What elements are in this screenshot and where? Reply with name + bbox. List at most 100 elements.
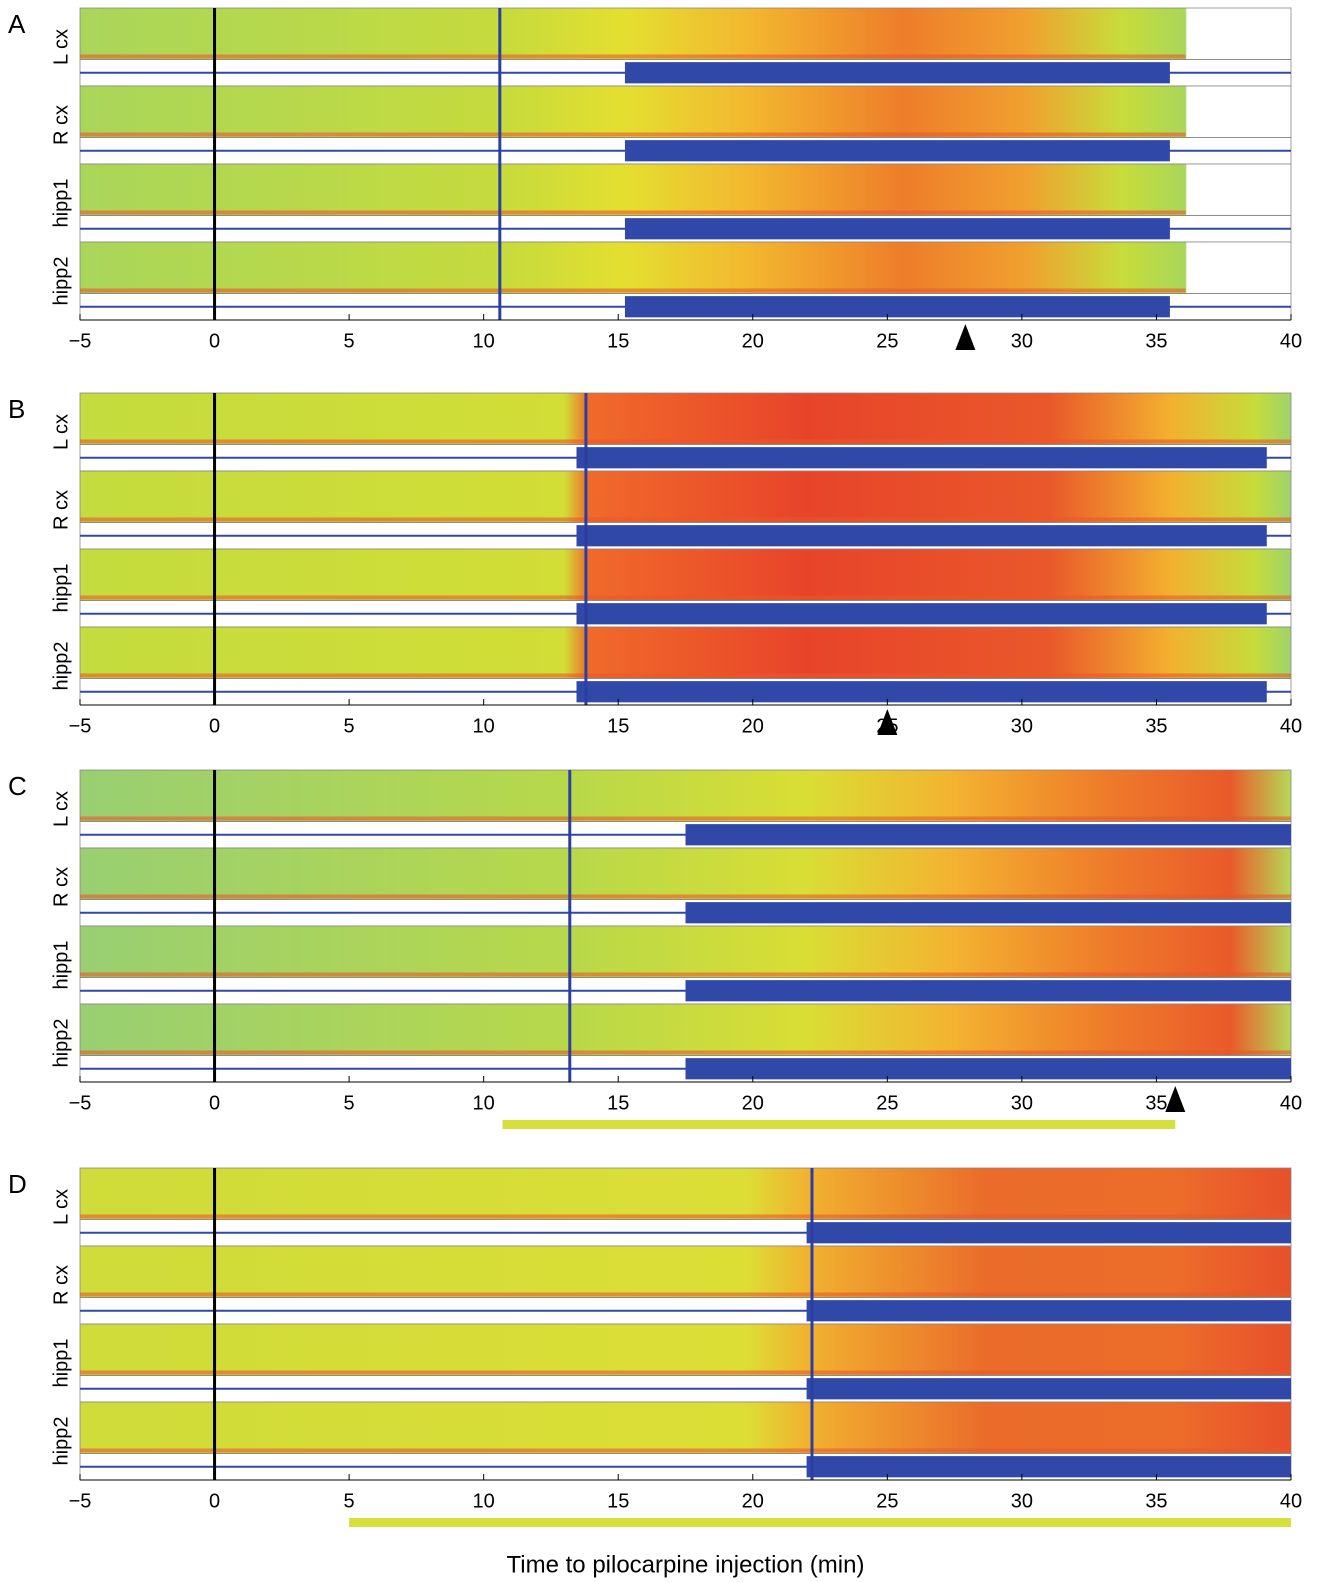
spectrogram-base bbox=[80, 1050, 1291, 1055]
x-tick-label: 25 bbox=[876, 1092, 898, 1114]
arrowhead bbox=[955, 324, 976, 350]
x-tick-label: 40 bbox=[1280, 715, 1302, 737]
eeg-burst bbox=[624, 296, 1170, 318]
x-tick-label: 35 bbox=[1145, 715, 1167, 737]
spectrogram bbox=[79, 163, 1292, 216]
x-tick-label: 10 bbox=[473, 1490, 495, 1512]
x-tick-label: 10 bbox=[473, 715, 495, 737]
eeg-burst bbox=[685, 902, 1291, 924]
panel-label: A bbox=[8, 9, 26, 39]
arrowhead bbox=[877, 709, 898, 735]
channel-label: L cx bbox=[50, 1189, 72, 1225]
panel-label: B bbox=[8, 394, 25, 424]
spectrogram bbox=[79, 85, 1292, 138]
x-tick-label: 20 bbox=[742, 715, 764, 737]
channel-label: hipp1 bbox=[50, 564, 72, 613]
eeg-burst bbox=[624, 62, 1170, 84]
spectrogram bbox=[79, 925, 1292, 978]
eeg-burst bbox=[806, 1222, 1291, 1244]
channel-label: hipp2 bbox=[50, 642, 72, 691]
channel-label: L cx bbox=[50, 414, 72, 450]
x-tick-label: 5 bbox=[344, 1092, 355, 1114]
spectrogram bbox=[79, 769, 1292, 822]
x-tick-label: 40 bbox=[1280, 330, 1302, 352]
x-tick-label: 20 bbox=[742, 1092, 764, 1114]
x-tick-label: 15 bbox=[607, 1490, 629, 1512]
spectrogram bbox=[79, 470, 1292, 523]
x-tick-label: 20 bbox=[742, 330, 764, 352]
x-tick-label: 30 bbox=[1011, 1092, 1033, 1114]
drug-bar bbox=[502, 1120, 1176, 1129]
spectrogram bbox=[79, 241, 1292, 294]
eeg-burst bbox=[624, 140, 1170, 162]
x-tick-label: 10 bbox=[473, 1092, 495, 1114]
spectrogram bbox=[79, 1167, 1292, 1220]
spectrogram bbox=[79, 548, 1292, 601]
spectrogram bbox=[79, 626, 1292, 679]
channel-label: hipp1 bbox=[50, 1339, 72, 1388]
eeg-burst bbox=[576, 525, 1267, 547]
drug-bar bbox=[349, 1518, 1292, 1527]
x-tick-label: 30 bbox=[1011, 1490, 1033, 1512]
spectrogram bbox=[79, 1323, 1292, 1376]
spectrogram-base bbox=[80, 816, 1291, 821]
spectrogram-base bbox=[80, 1292, 1291, 1297]
spectrogram-base bbox=[80, 595, 1291, 600]
spectrogram bbox=[79, 392, 1292, 445]
spectrogram-base bbox=[80, 132, 1186, 137]
x-tick-label: 35 bbox=[1145, 1092, 1167, 1114]
x-tick-label: 5 bbox=[344, 1490, 355, 1512]
channel-label: hipp1 bbox=[50, 941, 72, 990]
x-tick-label: 0 bbox=[209, 715, 220, 737]
x-tick-label: 0 bbox=[209, 1092, 220, 1114]
x-tick-label: 40 bbox=[1280, 1092, 1302, 1114]
spectrogram bbox=[79, 1003, 1292, 1056]
spectrogram-base bbox=[80, 673, 1291, 678]
eeg-burst bbox=[624, 218, 1170, 240]
panel-label: C bbox=[8, 771, 27, 801]
arrowhead bbox=[1165, 1086, 1186, 1112]
x-tick-label: 0 bbox=[209, 1490, 220, 1512]
x-tick-label: 5 bbox=[344, 330, 355, 352]
channel-label: L cx bbox=[50, 791, 72, 827]
x-tick-label: 35 bbox=[1145, 330, 1167, 352]
x-tick-label: 15 bbox=[607, 715, 629, 737]
x-tick-label: 15 bbox=[607, 1092, 629, 1114]
spectrogram-base bbox=[80, 210, 1186, 215]
spectrogram bbox=[79, 7, 1292, 60]
channel-label: hipp2 bbox=[50, 257, 72, 306]
spectrogram-base bbox=[80, 1214, 1291, 1219]
x-tick-label: 40 bbox=[1280, 1490, 1302, 1512]
eeg-burst bbox=[576, 447, 1267, 469]
x-axis-label: Time to pilocarpine injection (min) bbox=[507, 1551, 865, 1578]
channel-label: L cx bbox=[50, 29, 72, 65]
x-tick-label: 15 bbox=[607, 330, 629, 352]
eeg-burst bbox=[685, 824, 1291, 846]
panel-label: D bbox=[8, 1169, 27, 1199]
spectrogram-base bbox=[80, 288, 1186, 293]
eeg-burst bbox=[576, 681, 1267, 703]
x-tick-label: 10 bbox=[473, 330, 495, 352]
x-tick-label: −5 bbox=[69, 715, 92, 737]
channel-label: R cx bbox=[50, 105, 72, 145]
channel-label: R cx bbox=[50, 867, 72, 907]
eeg-burst bbox=[806, 1300, 1291, 1322]
spectrogram-base bbox=[80, 54, 1186, 59]
spectrogram bbox=[79, 1245, 1292, 1298]
eeg-burst bbox=[685, 980, 1291, 1002]
x-tick-label: −5 bbox=[69, 1490, 92, 1512]
x-tick-label: 30 bbox=[1011, 330, 1033, 352]
channel-label: hipp2 bbox=[50, 1417, 72, 1466]
spectrogram bbox=[79, 847, 1292, 900]
x-tick-label: 5 bbox=[344, 715, 355, 737]
spectrogram-base bbox=[80, 517, 1291, 522]
spectrogram-base bbox=[80, 972, 1291, 977]
eeg-burst bbox=[576, 603, 1267, 625]
x-tick-label: 25 bbox=[876, 1490, 898, 1512]
x-tick-label: 30 bbox=[1011, 715, 1033, 737]
eeg-burst bbox=[685, 1058, 1291, 1080]
x-tick-label: 35 bbox=[1145, 1490, 1167, 1512]
spectrogram-base bbox=[80, 1370, 1291, 1375]
channel-label: hipp1 bbox=[50, 179, 72, 228]
